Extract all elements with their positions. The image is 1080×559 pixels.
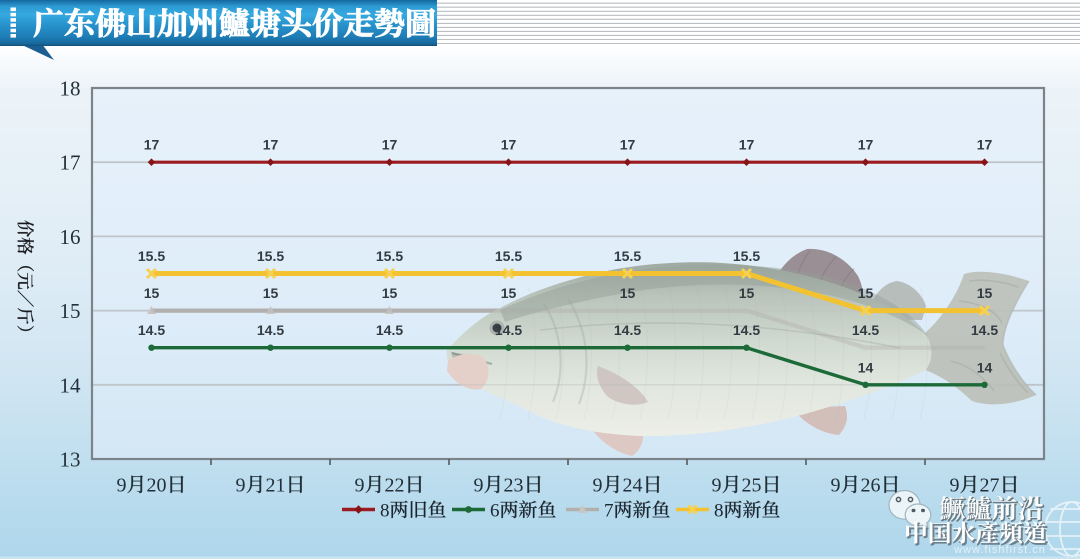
svg-text:17: 17: [60, 151, 81, 175]
svg-text:25: 25: [742, 475, 762, 497]
svg-text:15: 15: [620, 285, 636, 301]
svg-text:22: 22: [385, 475, 405, 497]
svg-text:8: 8: [714, 501, 724, 522]
svg-text:9: 9: [831, 475, 841, 497]
svg-text:14.5: 14.5: [257, 322, 284, 338]
svg-text:14.5: 14.5: [852, 322, 879, 338]
svg-text:7: 7: [604, 501, 614, 522]
svg-text:14.5: 14.5: [614, 322, 641, 338]
svg-text:17: 17: [263, 137, 279, 153]
svg-text:14: 14: [60, 373, 82, 397]
svg-text:15.5: 15.5: [376, 248, 403, 264]
svg-text:14: 14: [858, 359, 874, 375]
svg-text:17: 17: [977, 137, 993, 153]
svg-text:www.fishfirst.cn: www.fishfirst.cn: [953, 544, 1046, 556]
svg-text:15: 15: [382, 285, 398, 301]
svg-text:15: 15: [977, 285, 993, 301]
svg-text:23: 23: [504, 475, 524, 497]
svg-text:9: 9: [950, 475, 960, 497]
svg-text:26: 26: [861, 475, 881, 497]
svg-text:15: 15: [144, 285, 160, 301]
svg-text:14.5: 14.5: [138, 322, 165, 338]
svg-text:15: 15: [739, 285, 755, 301]
svg-text:15.5: 15.5: [257, 248, 284, 264]
svg-text:14.5: 14.5: [733, 322, 760, 338]
svg-text:17: 17: [739, 137, 755, 153]
svg-text:15.5: 15.5: [614, 248, 641, 264]
svg-text:17: 17: [382, 137, 398, 153]
svg-text:20: 20: [147, 475, 167, 497]
svg-text:15.5: 15.5: [495, 248, 522, 264]
svg-text:9: 9: [712, 475, 722, 497]
svg-text:18: 18: [60, 77, 81, 101]
svg-text:14.5: 14.5: [971, 322, 998, 338]
svg-text:21: 21: [266, 475, 286, 497]
svg-text:8: 8: [380, 501, 390, 522]
svg-text:14.5: 14.5: [495, 322, 522, 338]
svg-text:16: 16: [60, 225, 81, 249]
svg-text:17: 17: [858, 137, 874, 153]
svg-text:15: 15: [858, 285, 874, 301]
svg-text:9: 9: [236, 475, 246, 497]
svg-text:14: 14: [977, 359, 993, 375]
svg-text:9: 9: [593, 475, 603, 497]
svg-text:17: 17: [620, 137, 636, 153]
svg-text:15: 15: [263, 285, 279, 301]
svg-text:15.5: 15.5: [733, 248, 760, 264]
svg-text:9: 9: [117, 475, 127, 497]
svg-text:9: 9: [474, 475, 484, 497]
svg-text:15: 15: [501, 285, 517, 301]
svg-text:17: 17: [501, 137, 517, 153]
svg-text:6: 6: [490, 501, 500, 522]
svg-text:24: 24: [623, 475, 643, 497]
svg-text:9: 9: [355, 475, 365, 497]
svg-text:14.5: 14.5: [376, 322, 403, 338]
svg-text:15.5: 15.5: [138, 248, 165, 264]
svg-text:17: 17: [144, 137, 160, 153]
svg-text:13: 13: [60, 448, 81, 472]
svg-text:15: 15: [60, 299, 81, 323]
svg-text:27: 27: [980, 475, 1000, 497]
